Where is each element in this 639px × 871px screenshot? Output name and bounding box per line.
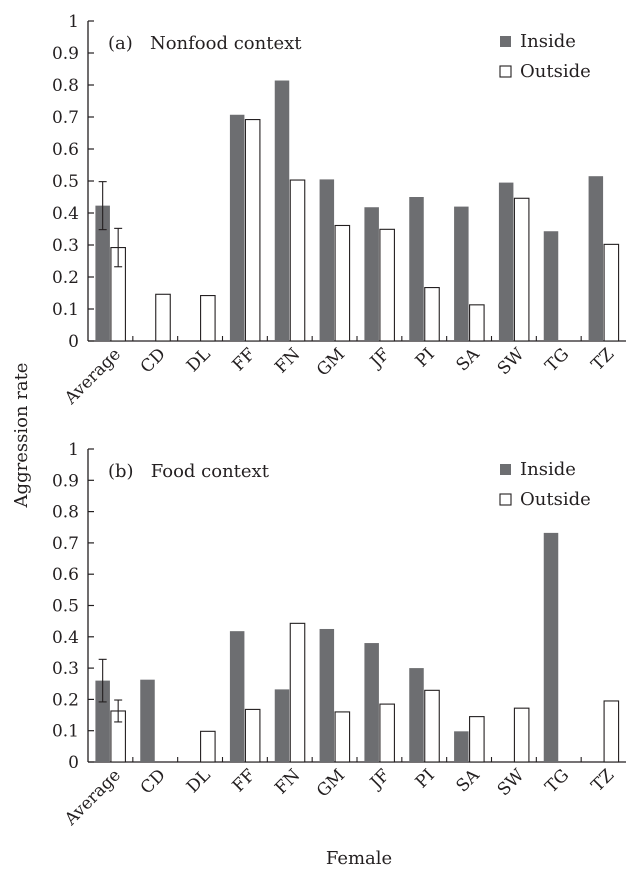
bar-outside-jf (379, 703, 395, 763)
bar-outside-gm (334, 224, 351, 342)
category-label-ff: FF (229, 765, 260, 796)
y-tick-label: 0 (68, 753, 79, 773)
legend-swatch-inside (500, 36, 511, 47)
bar-outside-pi (424, 287, 440, 342)
category-label-jf: JF (365, 344, 394, 373)
y-tick-label: 0.1 (52, 300, 79, 320)
bar-outside-tz (603, 700, 620, 763)
legend-label-inside: Inside (520, 31, 576, 52)
bar-inside-gm (319, 628, 335, 762)
legend-swatch-outside (499, 493, 512, 506)
x-axis-title: Female (326, 848, 392, 869)
y-tick-label: 0.7 (52, 108, 79, 128)
panel-title: (b) Food context (108, 461, 270, 482)
y-tick-label: 0 (68, 332, 79, 352)
category-label-sw: SW (494, 765, 529, 800)
bar-outside-gm (334, 711, 351, 763)
bar-outside-ff (244, 708, 261, 763)
bar-outside-pi (424, 689, 440, 763)
y-tick-label: 0.9 (52, 44, 79, 64)
category-label-tg: TG (542, 344, 574, 376)
category-label-pi: PI (412, 344, 439, 371)
y-tick-label: 0.8 (52, 76, 79, 96)
y-tick-label: 0.4 (52, 204, 79, 224)
bar-outside-tz (603, 243, 620, 342)
bar-inside-gm (319, 179, 335, 341)
category-label-cd: CD (137, 765, 170, 798)
y-tick-label: 0.5 (52, 597, 79, 617)
bar-inside-ff (229, 114, 245, 341)
y-tick-label: 1 (68, 12, 79, 32)
category-label-pi: PI (412, 765, 439, 792)
y-tick-label: 0.5 (52, 172, 79, 192)
category-label-average: Average (60, 344, 125, 409)
bar-outside-jf (379, 228, 395, 342)
bar-inside-cd (140, 679, 155, 762)
bar-outside-ff (244, 119, 261, 342)
bar-outside-fn (289, 179, 306, 342)
y-tick-label: 0.8 (52, 503, 79, 523)
category-label-tz: TZ (588, 765, 619, 796)
y-tick-label: 0.1 (52, 722, 79, 742)
y-axis-title: Aggression rate (11, 363, 32, 509)
category-label-dl: DL (183, 765, 215, 797)
y-tick-label: 0.2 (52, 268, 79, 288)
legend-label-outside: Outside (520, 489, 591, 510)
category-label-sa: SA (453, 344, 485, 376)
legend-label-inside: Inside (520, 459, 576, 480)
bar-outside-sw (513, 197, 530, 342)
bar-inside-fn (274, 689, 290, 762)
bar-inside-fn (274, 80, 290, 342)
legend-label-outside: Outside (520, 61, 591, 82)
bar-inside-tg (543, 532, 559, 762)
y-tick-label: 0.6 (52, 140, 79, 160)
category-label-ff: FF (229, 344, 260, 375)
y-tick-label: 0.2 (52, 690, 79, 710)
bar-outside-dl (200, 295, 216, 342)
category-label-cd: CD (137, 344, 170, 377)
legend-swatch-outside (499, 65, 512, 78)
bar-inside-sw (498, 182, 514, 341)
category-label-fn: FN (271, 344, 304, 377)
category-label-tz: TZ (588, 344, 619, 375)
bar-inside-pi (409, 197, 424, 341)
panel-food-context: 0 0.1 0.2 0.3 0.4 0.5 0.6 0.7 0.8 0.9 1 Average CD DL… (52, 440, 626, 830)
bar-inside-pi (409, 668, 424, 762)
bar-inside-tz (588, 176, 604, 341)
bar-outside-sa (469, 304, 485, 342)
category-label-fn: FN (271, 765, 304, 798)
category-label-dl: DL (183, 344, 215, 376)
bar-outside-cd (155, 293, 171, 342)
bar-inside-jf (364, 643, 379, 762)
bar-inside-average (95, 205, 110, 341)
category-label-tg: TG (542, 765, 574, 797)
bar-outside-dl (200, 730, 216, 763)
y-tick-label: 0.4 (52, 628, 79, 648)
y-tick-label: 0.3 (52, 659, 79, 679)
y-tick-label: 1 (68, 440, 79, 460)
category-label-average: Average (60, 765, 125, 830)
bar-inside-ff (229, 631, 245, 762)
bar-outside-sw (513, 707, 530, 763)
bar-inside-sa (454, 206, 469, 341)
panel-title: (a) Nonfood context (108, 33, 302, 54)
bar-inside-sa (454, 731, 469, 762)
y-tick-label: 0.3 (52, 236, 79, 256)
y-tick-label: 0.9 (52, 471, 79, 491)
bar-outside-fn (289, 622, 306, 763)
category-label-jf: JF (365, 765, 394, 794)
y-tick-label: 0.7 (52, 534, 79, 554)
panel-nonfood-context: 0 0.1 0.2 0.3 0.4 0.5 0.6 0.7 0.8 0.9 1 Average CD DL… (52, 12, 626, 409)
legend-swatch-inside (500, 464, 511, 475)
category-label-gm: GM (313, 765, 349, 801)
category-label-sa: SA (453, 765, 485, 797)
category-label-sw: SW (494, 344, 529, 379)
bar-outside-sa (469, 716, 485, 763)
bar-inside-tg (543, 231, 559, 341)
category-label-gm: GM (313, 344, 349, 380)
bar-inside-jf (364, 207, 379, 341)
y-tick-label: 0.6 (52, 565, 79, 585)
bar-inside-average (95, 680, 110, 762)
